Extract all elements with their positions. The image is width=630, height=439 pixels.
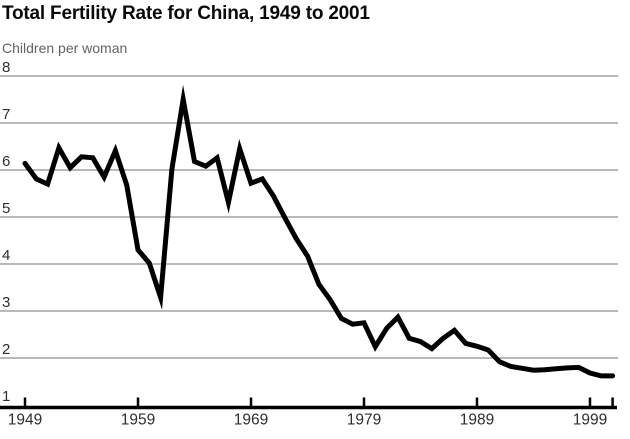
y-axis-unit-label: Children per woman [2,40,128,56]
x-axis-tick-label: 1949 [8,412,42,429]
y-axis-tick-label: 2 [2,341,10,358]
x-axis-tick-label: 1989 [460,412,494,429]
y-axis-tick-label: 6 [2,153,10,170]
x-axis-tick-label: 1999 [573,412,607,429]
y-axis-tick-label: 7 [2,106,10,123]
x-axis-tick-label: 1959 [121,412,155,429]
y-axis-tick-label: 8 [2,59,10,76]
y-axis-tick-label: 1 [2,388,10,405]
x-axis-tick-label: 1979 [347,412,381,429]
y-axis-tick-label: 4 [2,247,10,264]
x-axis-tick-label: 1969 [234,412,268,429]
y-axis-tick-label: 5 [2,200,10,217]
y-axis-tick-label: 3 [2,294,10,311]
chart-title: Total Fertility Rate for China, 1949 to … [2,3,370,24]
tfr-data-line [22,84,616,379]
